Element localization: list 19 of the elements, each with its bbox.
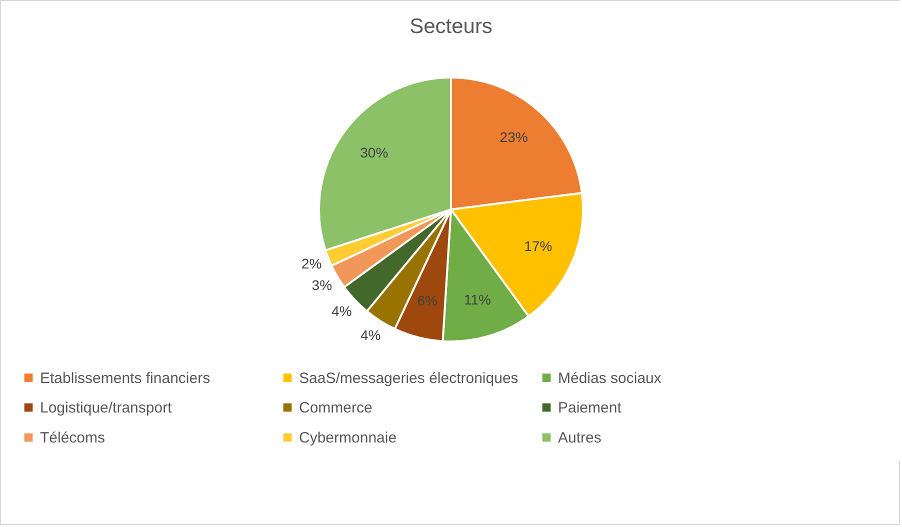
data-label: 17% — [524, 238, 552, 254]
data-label: 4% — [360, 327, 381, 344]
data-label: 23% — [500, 129, 528, 146]
data-label: 3% — [312, 276, 332, 293]
legend-label: Etablissements financiers — [40, 370, 210, 387]
legend-label: Médias sociaux — [558, 370, 662, 387]
legend-label: Cybermonnaie — [299, 430, 397, 446]
legend-label: Commerce — [299, 400, 372, 416]
legend-label: Télécoms — [40, 430, 106, 446]
data-label: 6% — [417, 292, 438, 309]
legend-label: Logistique/transport — [40, 400, 173, 416]
data-label: 2% — [301, 256, 322, 272]
legend-label: Paiement — [558, 400, 622, 416]
chart-title: Secteurs — [410, 15, 492, 38]
data-label: 30% — [360, 144, 388, 161]
legend-label: SaaS/messageries électroniques — [299, 370, 518, 387]
legend-label: Autres — [558, 430, 602, 446]
data-label: 4% — [332, 303, 352, 320]
data-label: 11% — [464, 292, 491, 308]
